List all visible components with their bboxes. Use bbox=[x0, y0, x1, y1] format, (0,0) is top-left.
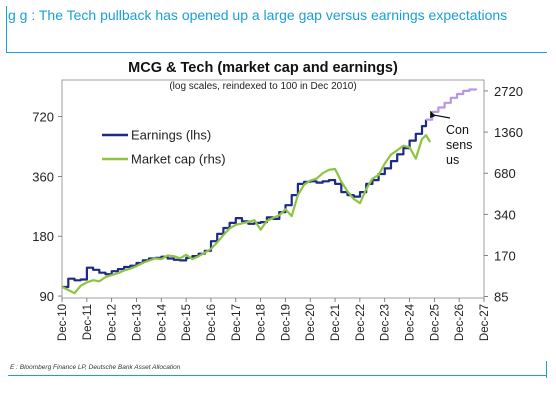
y-right-tick-label: 1360 bbox=[494, 125, 523, 140]
x-tick-label: Dec-21 bbox=[330, 304, 342, 341]
legend-label: Earnings (lhs) bbox=[131, 128, 211, 143]
consensus-line bbox=[426, 88, 478, 121]
y-right-tick-label: 340 bbox=[494, 207, 516, 222]
x-tick-label: Dec-13 bbox=[131, 304, 143, 341]
legend-label: Market cap (rhs) bbox=[131, 152, 226, 167]
source-note: E : Bloomberg Finance LP, Deutsche Bank … bbox=[10, 364, 181, 371]
annotation-arrowhead bbox=[430, 110, 436, 119]
headline: g g : The Tech pullback has opened up a … bbox=[8, 7, 508, 23]
x-tick-label: Dec-26 bbox=[454, 304, 466, 341]
y-right-tick-label: 85 bbox=[494, 290, 508, 305]
x-tick-label: Dec-25 bbox=[429, 304, 441, 341]
chart-subtitle: (log scales, reindexed to 100 in Dec 201… bbox=[169, 81, 356, 92]
x-tick-label: Dec-19 bbox=[280, 304, 292, 341]
annotation-label: sens bbox=[446, 138, 472, 152]
x-tick-label: Dec-10 bbox=[57, 304, 69, 341]
plot-frame bbox=[61, 79, 485, 299]
y-left-tick-label: 720 bbox=[32, 110, 54, 125]
y-left-tick-label: 180 bbox=[32, 229, 54, 244]
x-tick-label: Dec-20 bbox=[305, 304, 317, 341]
x-tick-label: Dec-12 bbox=[107, 304, 119, 341]
annotation-label: Con bbox=[446, 123, 469, 137]
y-right-tick-label: 680 bbox=[494, 166, 516, 181]
chart-title: MCG & Tech (market cap and earnings) bbox=[128, 60, 398, 76]
x-tick-label: Dec-24 bbox=[405, 303, 417, 341]
y-left-tick-label: 360 bbox=[32, 169, 54, 184]
x-tick-label: Dec-23 bbox=[380, 304, 392, 341]
x-tick-label: Dec-15 bbox=[181, 304, 193, 341]
y-right-tick-label: 2720 bbox=[494, 84, 523, 99]
x-tick-label: Dec-17 bbox=[231, 304, 243, 341]
y-right-tick-label: 170 bbox=[494, 248, 516, 263]
plot-series bbox=[61, 88, 478, 295]
x-tick-label: Dec-16 bbox=[206, 304, 218, 341]
x-tick-label: Dec-18 bbox=[256, 304, 268, 341]
earnings-lhs-line bbox=[62, 119, 428, 289]
y-left-tick-label: 90 bbox=[40, 289, 54, 304]
source-frame bbox=[8, 361, 546, 376]
annotation-label: us bbox=[446, 153, 459, 167]
headline-frame bbox=[6, 6, 547, 53]
x-tick-label: Dec-27 bbox=[479, 304, 491, 341]
x-tick-label: Dec-11 bbox=[82, 304, 94, 340]
axes: 90 180 360 720 85 170 340 680 1360 2720 Dec-10 Dec-… bbox=[32, 79, 523, 341]
legend: Earnings (lhs) Market cap (rhs) bbox=[102, 128, 226, 167]
market-cap-rhs-line bbox=[61, 134, 432, 295]
x-tick-label: Dec-22 bbox=[355, 304, 367, 341]
x-tick-label: Dec-14 bbox=[156, 303, 168, 341]
source-frame-edge bbox=[546, 361, 547, 378]
